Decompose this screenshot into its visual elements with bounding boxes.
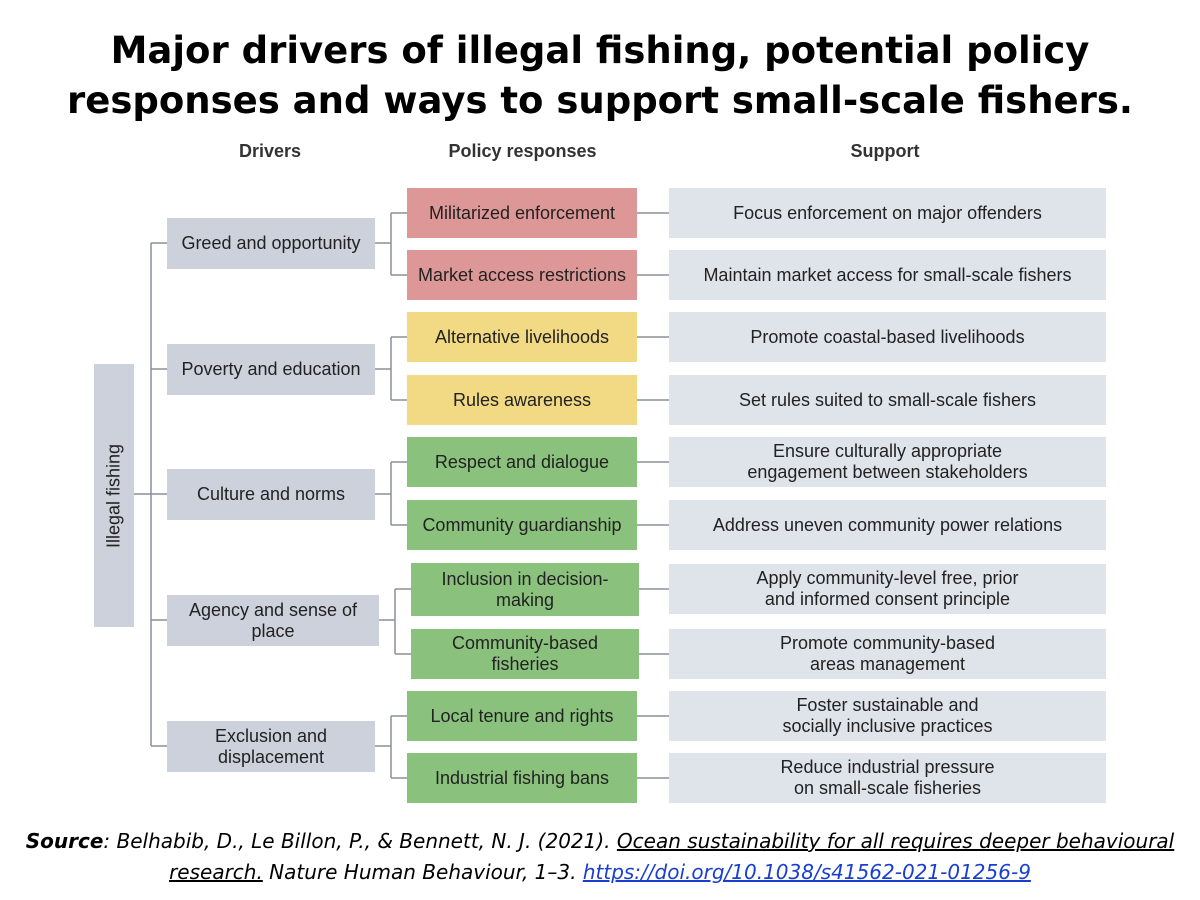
column-header-support: Support <box>850 141 920 161</box>
support-free-prior-informed-consent: Apply community-level free, prior and in… <box>669 564 1106 614</box>
support-set-rules-suited: Set rules suited to small-scale fishers <box>669 375 1106 425</box>
root-label: Illegal fishing <box>103 443 124 548</box>
column-header-policy-responses: Policy responses <box>448 141 597 161</box>
policy-market-access-restrictions: Market access restrictions <box>407 250 637 300</box>
driver-agency-and-sense-of-place: Agency and sense of place <box>167 595 379 646</box>
driver-greed-and-opportunity: Greed and opportunity <box>167 218 375 269</box>
source-journal: Nature Human Behaviour, 1–3. <box>262 860 583 884</box>
support-maintain-market-access: Maintain market access for small-scale f… <box>669 250 1106 300</box>
title-line-2: responses and ways to support small-scal… <box>67 79 1133 122</box>
policy-militarized-enforcement: Militarized enforcement <box>407 188 637 238</box>
source-article-title: Ocean sustainability for all requires de… <box>169 829 1175 884</box>
support-promote-coastal-livelihoods: Promote coastal-based livelihoods <box>669 312 1106 362</box>
policy-community-based-fisheries: Community-based fisheries <box>411 629 639 679</box>
title-line-1: Major drivers of illegal fishing, potent… <box>110 29 1090 72</box>
driver-exclusion-and-displacement: Exclusion and displacement <box>167 721 375 772</box>
policy-community-guardianship: Community guardianship <box>407 500 637 550</box>
support-reduce-industrial-pressure: Reduce industrial pressure on small-scal… <box>669 753 1106 803</box>
source-citation: Source: Belhabib, D., Le Billon, P., & B… <box>0 826 1200 888</box>
policy-respect-and-dialogue: Respect and dialogue <box>407 437 637 487</box>
support-focus-enforcement: Focus enforcement on major offenders <box>669 188 1106 238</box>
policy-alternative-livelihoods: Alternative livelihoods <box>407 312 637 362</box>
source-authors: : Belhabib, D., Le Billon, P., & Bennett… <box>103 829 617 853</box>
policy-local-tenure-and-rights: Local tenure and rights <box>407 691 637 741</box>
driver-culture-and-norms: Culture and norms <box>167 469 375 520</box>
root-node-illegal-fishing: Illegal fishing <box>94 364 134 627</box>
support-community-areas-management: Promote community-based areas management <box>669 629 1106 679</box>
support-culturally-appropriate-engagement: Ensure culturally appropriate engagement… <box>669 437 1106 487</box>
policy-inclusion-in-decision-making: Inclusion in decision-making <box>411 563 639 616</box>
support-sustainable-inclusive-practices: Foster sustainable and socially inclusiv… <box>669 691 1106 741</box>
column-header-drivers: Drivers <box>238 141 302 161</box>
support-address-power-relations: Address uneven community power relations <box>669 500 1106 550</box>
policy-industrial-fishing-bans: Industrial fishing bans <box>407 753 637 803</box>
page-title: Major drivers of illegal fishing, potent… <box>0 26 1200 126</box>
source-doi-link[interactable]: https://doi.org/10.1038/s41562-021-01256… <box>582 860 1031 884</box>
driver-poverty-and-education: Poverty and education <box>167 344 375 395</box>
policy-rules-awareness: Rules awareness <box>407 375 637 425</box>
source-label: Source <box>25 829 104 853</box>
